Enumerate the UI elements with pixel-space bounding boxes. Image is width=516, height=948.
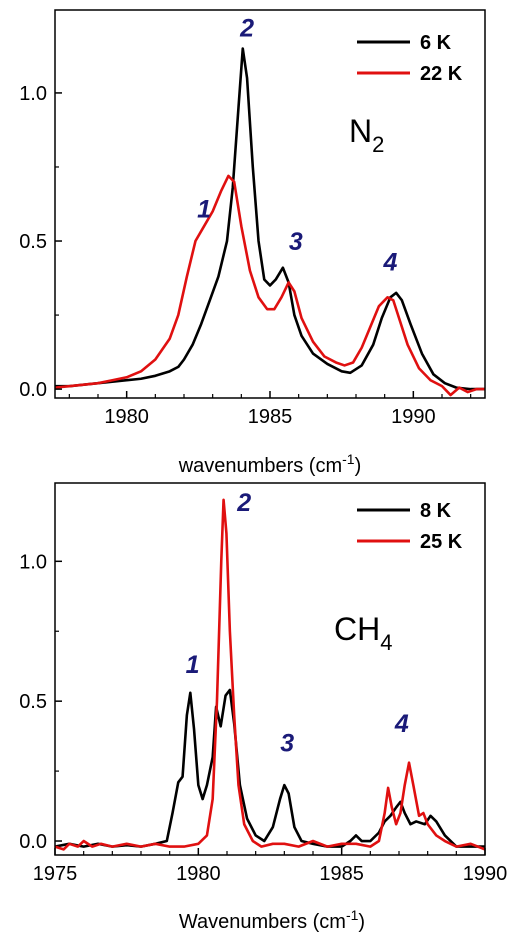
ch4-y-tick-label: 0.5 bbox=[19, 691, 47, 713]
n2-legend-label-6k: 6 K bbox=[420, 32, 452, 54]
ch4-ticks: 1975 1980 1985 1990 0.0 0.5 1.0 bbox=[19, 551, 507, 885]
ch4-x-tick-label: 1975 bbox=[33, 863, 78, 885]
n2-x-tick-label: 1990 bbox=[391, 406, 436, 428]
n2-panel: 1 2 3 4 1980 1985 1990 0.0 0.5 1.0 N2 6 K 22 K w… bbox=[19, 9, 486, 477]
ch4-peak-label-4: 4 bbox=[394, 710, 409, 738]
ch4-y-tick-label: 0.0 bbox=[19, 831, 47, 853]
n2-x-tick-label: 1980 bbox=[104, 406, 149, 428]
ch4-x-axis-label: Wavenumbers (cm-1) bbox=[179, 907, 365, 933]
ch4-legend-label-25k: 25 K bbox=[420, 531, 463, 553]
ch4-series-line-25k bbox=[55, 498, 485, 851]
ch4-axes-frame bbox=[54, 482, 486, 856]
ch4-x-tick-label: 1990 bbox=[463, 863, 508, 885]
n2-y-tick-label: 0.5 bbox=[19, 231, 47, 253]
ch4-legend: 8 K 25 K bbox=[357, 500, 463, 553]
n2-legend-label-22k: 22 K bbox=[420, 63, 463, 85]
n2-plot-area: 1 2 3 4 bbox=[55, 15, 485, 397]
n2-molecule-label: N2 bbox=[349, 113, 384, 157]
n2-y-tick-label: 0.0 bbox=[19, 379, 47, 401]
ch4-panel: 1 2 3 4 1975 1980 1985 1990 0.0 0.5 1.0 CH4 8 K 2… bbox=[19, 482, 507, 933]
n2-series-line-6k bbox=[55, 47, 485, 391]
n2-y-tick-label: 1.0 bbox=[19, 83, 47, 105]
ch4-legend-label-8k: 8 K bbox=[420, 500, 452, 522]
ch4-peak-label-2: 2 bbox=[236, 489, 251, 517]
ch4-series-line-8k bbox=[55, 688, 485, 848]
n2-ticks: 1980 1985 1990 0.0 0.5 1.0 bbox=[19, 83, 472, 428]
n2-x-axis-label: wavenumbers (cm-1) bbox=[178, 451, 362, 477]
ch4-x-tick-label: 1980 bbox=[176, 863, 221, 885]
n2-peak-label-2: 2 bbox=[239, 15, 254, 43]
ch4-x-tick-label: 1985 bbox=[319, 863, 364, 885]
ch4-peak-label-1: 1 bbox=[186, 651, 200, 679]
n2-peak-label-4: 4 bbox=[382, 249, 397, 277]
n2-peak-label-3: 3 bbox=[289, 228, 303, 256]
ch4-plot-area: 1 2 3 4 bbox=[55, 489, 485, 851]
n2-x-tick-label: 1985 bbox=[248, 406, 293, 428]
ch4-peak-label-3: 3 bbox=[280, 730, 294, 758]
ch4-molecule-label: CH4 bbox=[334, 611, 392, 655]
ch4-y-tick-label: 1.0 bbox=[19, 551, 47, 573]
n2-peak-label-1: 1 bbox=[197, 195, 211, 223]
n2-series-line-22k bbox=[55, 174, 485, 397]
n2-legend: 6 K 22 K bbox=[357, 32, 463, 85]
